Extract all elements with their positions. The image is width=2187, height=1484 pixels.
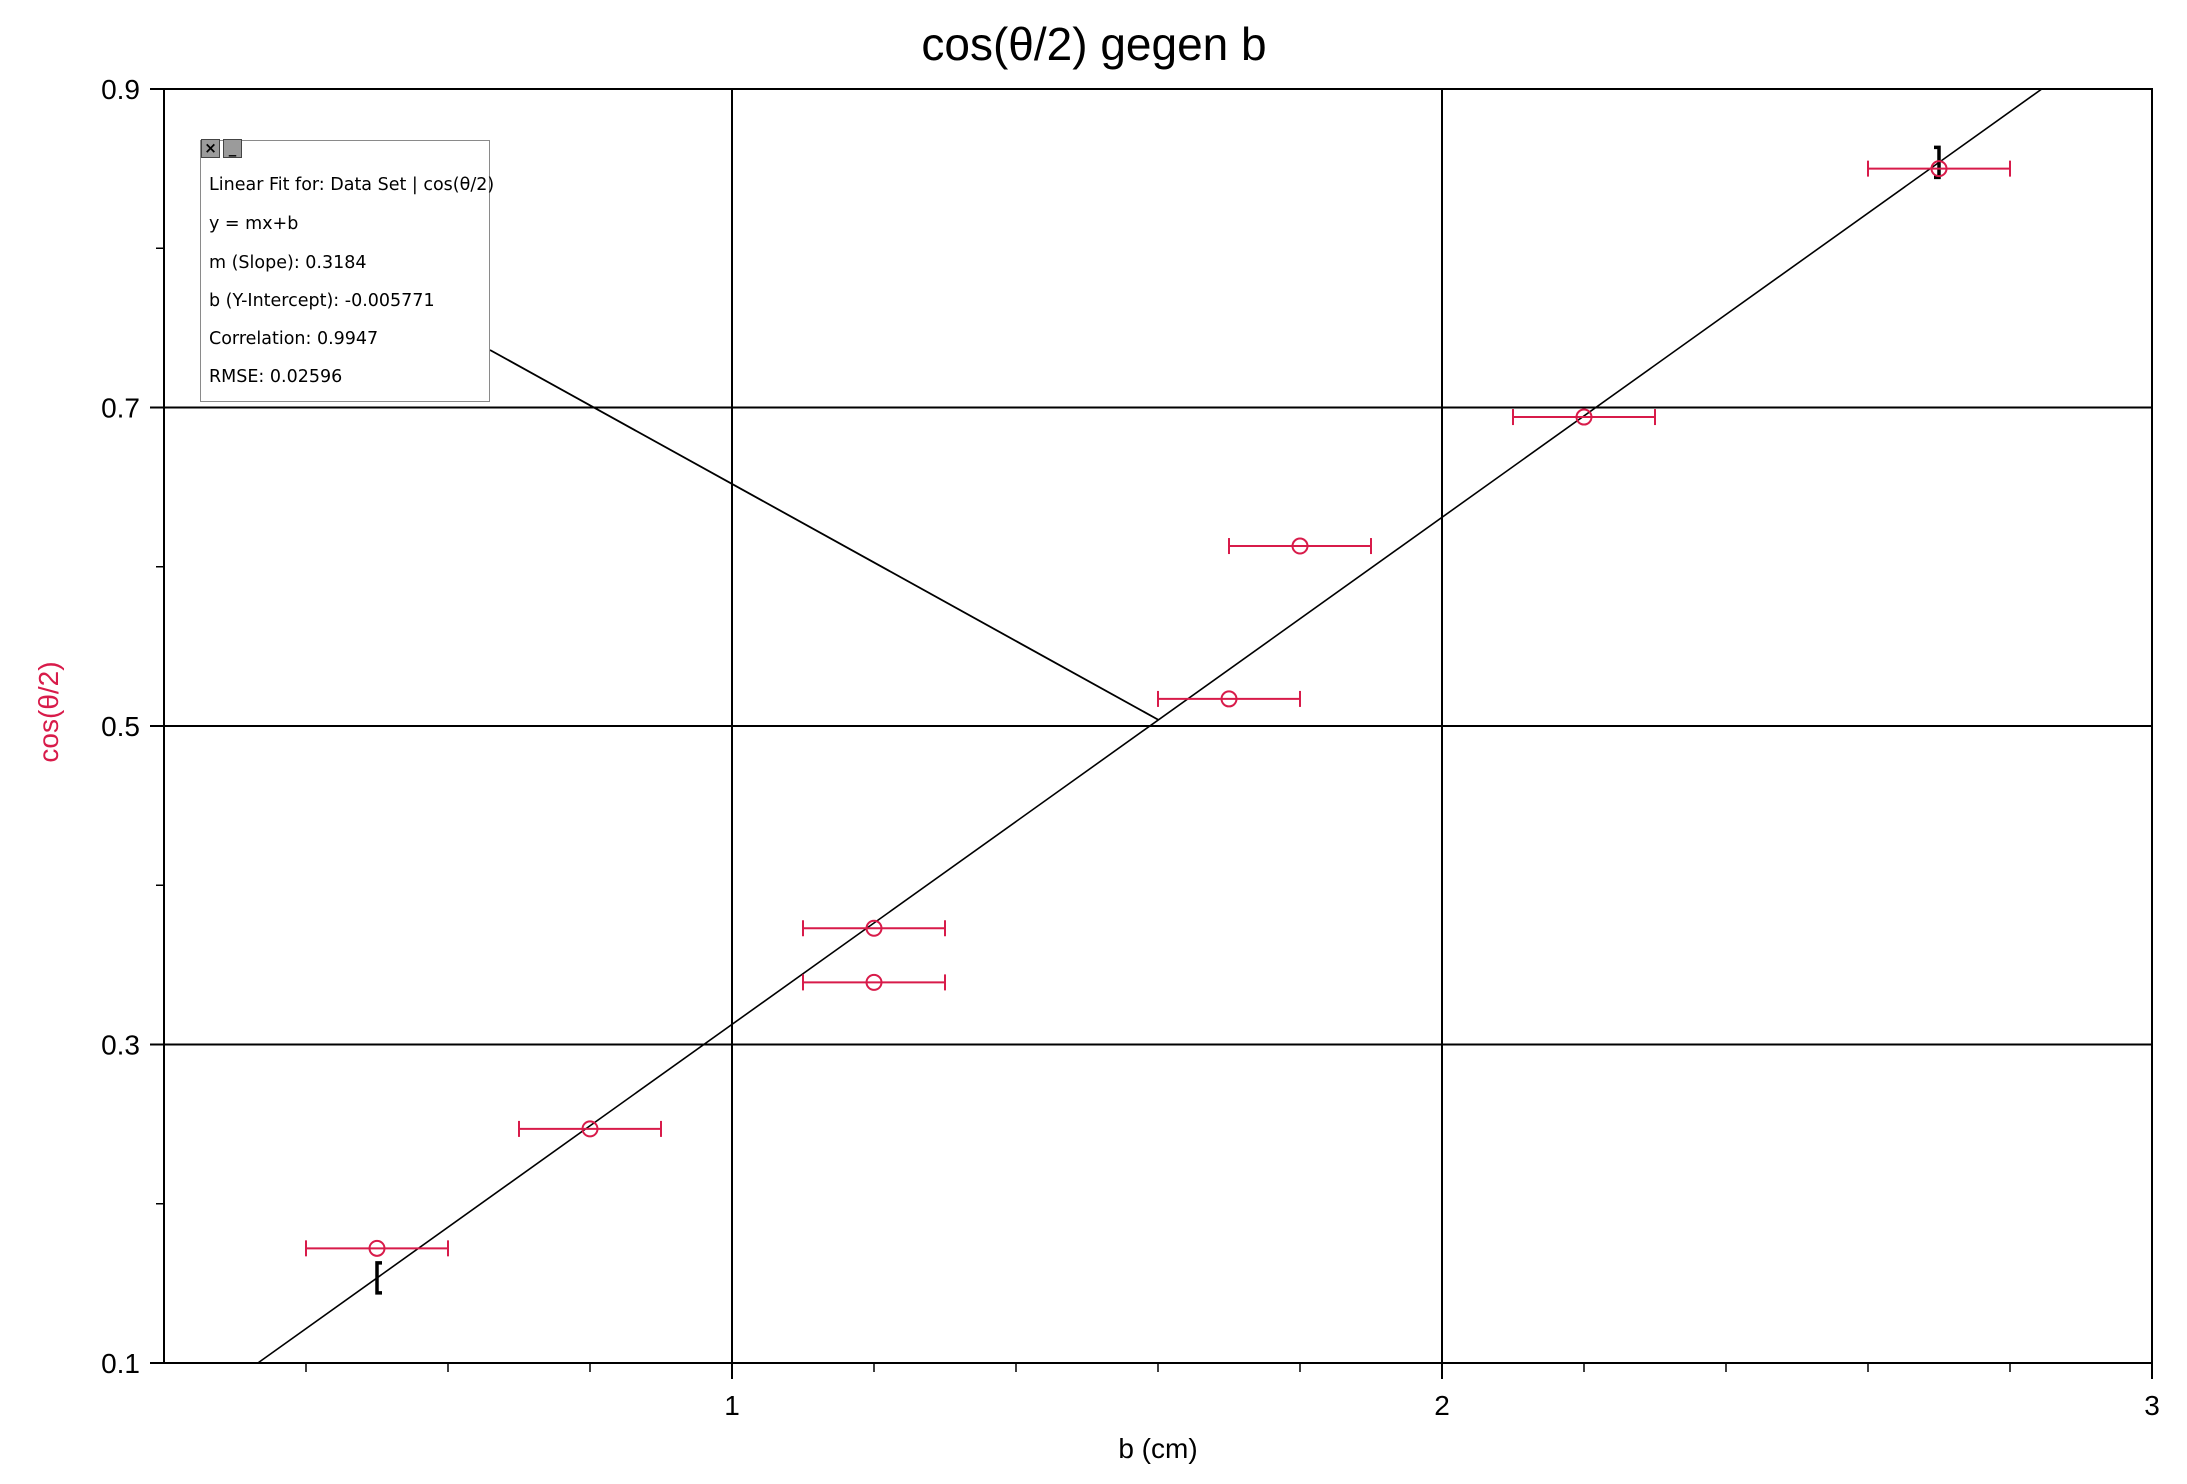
y-axis-label: cos(θ/2) (33, 661, 64, 762)
data-point (368, 1239, 386, 1257)
linear-fit-panel[interactable]: × _ Linear Fit for: Data Set | cos(θ/2) … (200, 139, 494, 402)
fit-intercept: b (Y-Intercept): -0.005771 (209, 291, 435, 311)
minimize-icon[interactable]: _ (223, 139, 242, 158)
y-tick-label: 0.1 (101, 1348, 140, 1379)
x-tick-label: 3 (2144, 1390, 2160, 1421)
annotation-pointer-group (489, 349, 1159, 721)
y-tick-label: 0.3 (101, 1030, 140, 1061)
fit-range-end-bracket (1934, 145, 1941, 180)
y-tick-label: 0.5 (101, 711, 140, 742)
fit-correlation: Correlation: 0.9947 (209, 329, 379, 349)
y-tick-label: 0.9 (101, 74, 140, 105)
fit-title: Linear Fit for: Data Set | cos(θ/2) (209, 175, 495, 195)
data-point (1220, 690, 1238, 708)
x-tick-label: 1 (724, 1390, 740, 1421)
fit-range-start-bracket (375, 1261, 382, 1295)
data-point (581, 1120, 599, 1138)
fit-slope: m (Slope): 0.3184 (209, 253, 367, 273)
data-point (865, 973, 883, 991)
x-tick-label: 2 (1434, 1390, 1450, 1421)
fit-line (257, 88, 2043, 1364)
grid (164, 89, 2152, 1363)
fit-rmse: RMSE: 0.02596 (209, 367, 343, 387)
chart-title: cos(θ/2) gegen b (921, 18, 1266, 70)
data-point (1930, 160, 1948, 178)
axis-ticks: 1 2 3 0.1 0.3 0.5 0.7 0.9 (101, 74, 2160, 1421)
data-point (1291, 537, 1309, 555)
close-icon[interactable]: × (201, 139, 220, 158)
fit-line-group (257, 88, 2043, 1364)
fit-equation: y = mx+b (209, 214, 299, 234)
fit-panel-controls: × _ (201, 139, 242, 158)
data-point (1575, 408, 1593, 426)
data-point (865, 919, 883, 937)
y-tick-label: 0.7 (101, 393, 140, 424)
data-points (305, 160, 2011, 1257)
x-axis-label: b (cm) (1118, 1433, 1197, 1464)
annotation-pointer-line (489, 349, 1159, 721)
